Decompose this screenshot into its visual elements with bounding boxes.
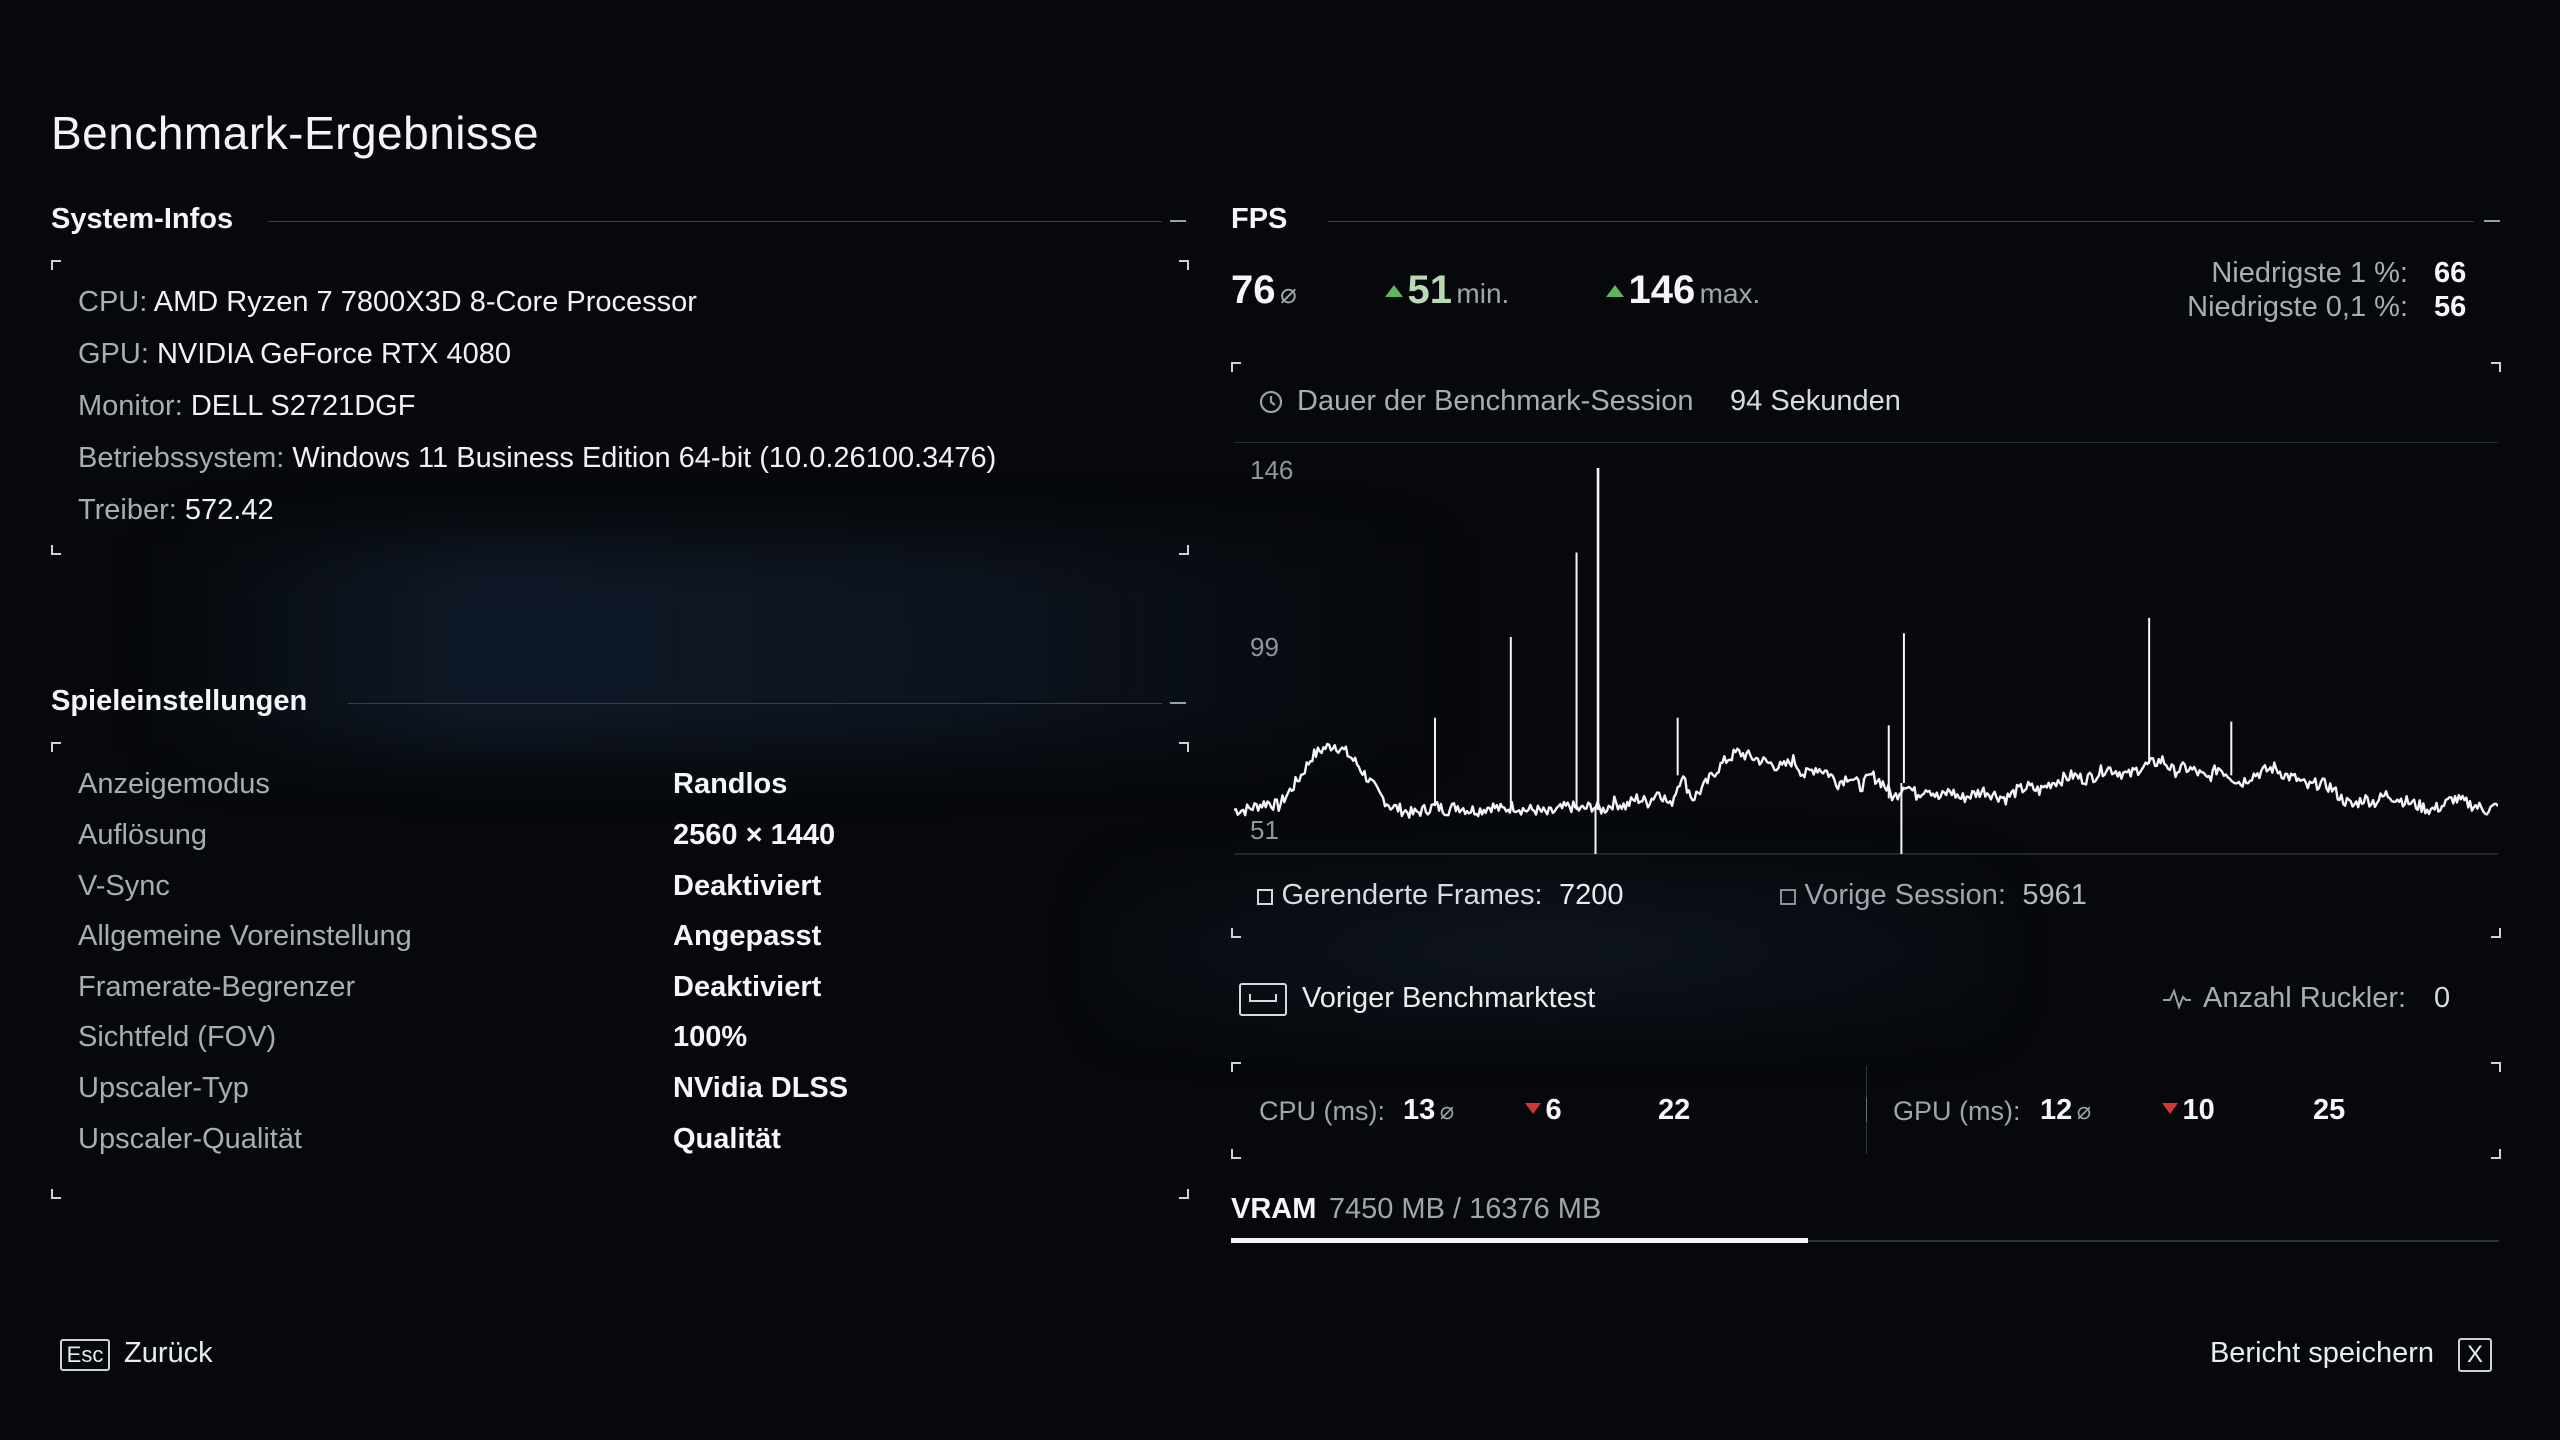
y-tick-label: 51 [1250,815,1279,845]
down-arrow-icon [1525,1103,1541,1114]
divider [348,703,1162,704]
previous-benchmark-button[interactable]: Voriger Benchmarktest [1302,982,1596,1014]
setting-label: Upscaler-Typ [78,1072,249,1104]
stutter-icon [2163,988,2191,1010]
setting-label: Allgemeine Voreinstellung [78,920,412,952]
setting-value: Deaktiviert [673,971,822,1003]
y-tick-label: 99 [1250,632,1279,662]
fps-average: 76 ⌀ [1231,268,1297,312]
cpu-ms-minimum: 6 [1525,1094,1562,1127]
stutter-count-label: Anzahl Ruckler: [2203,982,2407,1014]
setting-value: 2560 × 1440 [673,819,836,851]
session-duration-value: 94 Sekunden [1730,385,1901,417]
gpu-ms-maximum: 25 [2313,1094,2346,1126]
system-row-gpu: GPU: NVIDIA GeForce RTX 4080 [78,338,512,370]
low-01-percent-label: Niedrigste 0,1 %: [2187,291,2408,323]
cpu-ms-label: CPU (ms): [1259,1096,1385,1126]
setting-label: V-Sync [78,870,170,902]
page-title: Benchmark-Ergebnisse [51,107,540,159]
down-arrow-icon [2162,1103,2178,1114]
vram-bar-track [1231,1238,2499,1243]
session-duration-label: Dauer der Benchmark-Session [1297,385,1694,417]
divider [1866,1098,1867,1122]
rendered-frames-checkbox-icon [1257,889,1273,905]
low-1-percent-label: Niedrigste 1 %: [2211,257,2408,289]
system-row-cpu: CPU: AMD Ryzen 7 7800X3D 8-Core Processo… [78,286,697,318]
setting-value: 100% [673,1021,748,1053]
divider [268,221,1162,222]
cpu-ms-maximum: 22 [1658,1094,1691,1126]
fps-minimum: 51 min. [1385,268,1509,313]
back-button[interactable]: Zurück [124,1337,213,1369]
vram-bar-fill [1231,1238,1808,1243]
setting-label: Framerate-Begrenzer [78,971,356,1003]
setting-value: NVidia DLSS [673,1072,849,1104]
previous-session-checkbox-icon [1780,889,1796,905]
low-1-percent-value: 66 [2434,257,2467,289]
up-arrow-icon [1385,285,1403,297]
up-arrow-icon [1606,285,1624,297]
setting-value: Deaktiviert [673,870,822,902]
fps-series-line [1234,742,2498,819]
setting-label: Sichtfeld (FOV) [78,1021,277,1053]
y-tick-label: 146 [1250,455,1293,485]
system-info-heading: System-Infos [51,203,234,235]
setting-value: Randlos [673,768,788,800]
previous-benchmark-icon[interactable] [1239,983,1287,1016]
setting-label: Auflösung [78,819,207,851]
fps-maximum: 146 max. [1606,268,1760,313]
fps-line-chart: 146 99 51 [1234,455,2498,855]
esc-key-icon[interactable]: Esc [60,1339,110,1371]
x-key-icon[interactable]: X [2458,1338,2492,1372]
setting-label: Anzeigemodus [78,768,270,800]
clock-icon [1259,390,1283,414]
fps-heading: FPS [1231,203,1288,235]
gpu-ms-average: 12 ⌀ [2040,1094,2092,1126]
gpu-ms-label: GPU (ms): [1893,1096,2021,1126]
system-row-driver: Treiber: 572.42 [78,494,274,526]
setting-label: Upscaler-Qualität [78,1123,303,1155]
game-settings-heading: Spieleinstellungen [51,685,308,717]
gpu-ms-minimum: 10 [2162,1094,2215,1127]
system-row-monitor: Monitor: DELL S2721DGF [78,390,416,422]
collapse-icon[interactable] [1170,220,1186,222]
rendered-frames-legend[interactable]: Gerenderte Frames: 7200 [1257,879,1624,912]
stutter-count-value: 0 [2434,982,2451,1014]
divider [1328,221,2474,222]
fps-spikes [1433,468,2233,854]
vram-info: VRAM 7450 MB / 16376 MB [1231,1193,1602,1225]
collapse-icon[interactable] [2484,220,2500,222]
cpu-ms-average: 13 ⌀ [1403,1094,1455,1126]
setting-value: Angepasst [673,920,822,952]
low-01-percent-value: 56 [2434,291,2467,323]
setting-value: Qualität [673,1123,781,1155]
save-report-button[interactable]: Bericht speichern [2209,1337,2434,1369]
collapse-icon[interactable] [1170,702,1186,704]
system-row-os: Betriebssystem: Windows 11 Business Edit… [78,442,997,474]
chart-top-line [1234,442,2498,443]
previous-session-legend[interactable]: Vorige Session: 5961 [1780,879,2087,912]
